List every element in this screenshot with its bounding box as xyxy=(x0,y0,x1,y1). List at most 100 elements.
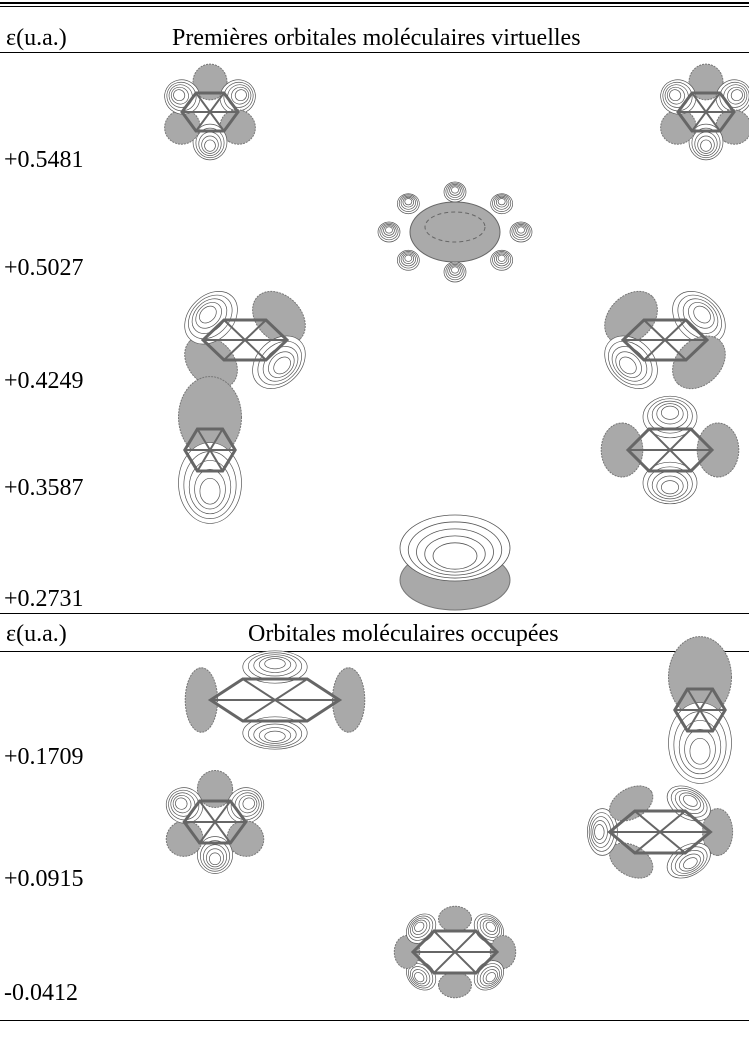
lobe-shaded xyxy=(184,335,238,390)
lobe-shaded xyxy=(165,820,204,857)
lobe-contour xyxy=(485,972,496,983)
lobe-shaded xyxy=(672,335,726,390)
energy: +0.4249 xyxy=(4,368,84,394)
spoke xyxy=(648,428,692,472)
lobe-contour xyxy=(209,852,221,866)
orbital xyxy=(660,63,749,161)
lobe-contour xyxy=(432,542,478,570)
orbital xyxy=(165,770,265,874)
header-label: ε(u.a.) xyxy=(6,25,67,51)
lobe-contour xyxy=(693,305,711,324)
lobe-contour xyxy=(669,89,682,102)
header-rule xyxy=(0,651,749,652)
lobe-contour xyxy=(451,266,459,274)
spoke xyxy=(242,678,308,722)
lobe-shaded xyxy=(226,820,265,857)
lobe-shaded xyxy=(184,667,219,733)
lobe-contour xyxy=(199,305,217,324)
lobe-shaded xyxy=(604,290,658,345)
lobe-contour xyxy=(404,198,413,206)
spoke xyxy=(196,428,224,472)
orbital xyxy=(668,636,732,784)
spoke xyxy=(433,930,477,974)
spoke xyxy=(634,810,686,854)
header-title: Orbitales moléculaires occupées xyxy=(248,621,559,647)
lobe-contour xyxy=(414,972,425,983)
lobe-shaded xyxy=(196,770,234,808)
orbital xyxy=(604,290,726,390)
lobe-shaded xyxy=(438,971,472,999)
lobe-contour xyxy=(264,730,286,742)
lobe-shaded xyxy=(715,109,749,145)
orbital xyxy=(393,905,517,999)
lobe-contour xyxy=(414,921,425,932)
bottom-rule xyxy=(0,1020,749,1021)
lobe-contour xyxy=(385,226,393,234)
lobe-shaded xyxy=(688,63,724,101)
lobe-contour xyxy=(264,658,286,670)
top-rule xyxy=(0,2,749,4)
lobe-contour xyxy=(242,797,255,810)
orbital xyxy=(178,376,242,524)
lobe-shaded xyxy=(164,109,201,145)
top-rule xyxy=(0,6,749,7)
orbital xyxy=(164,63,256,161)
orbital xyxy=(587,785,734,879)
energy: +0.0915 xyxy=(4,866,84,892)
disk xyxy=(409,201,501,263)
spoke xyxy=(195,92,225,132)
spoke xyxy=(686,688,714,732)
energy: -0.0412 xyxy=(4,980,78,1006)
spoke xyxy=(198,800,232,844)
lobe-shaded xyxy=(192,63,228,101)
lobe-contour xyxy=(689,737,711,765)
lobe-contour xyxy=(730,89,743,102)
lobe-contour xyxy=(204,139,216,152)
lobe-shaded xyxy=(331,667,366,733)
spoke xyxy=(223,319,267,361)
header-rule xyxy=(0,52,749,53)
lobe-shaded xyxy=(438,905,472,933)
header-label: ε(u.a.) xyxy=(6,621,67,647)
orbital xyxy=(399,514,511,611)
lobe-shaded xyxy=(252,290,306,345)
lobe-shaded xyxy=(668,636,732,718)
lobe-contour xyxy=(619,356,637,375)
lobe-contour xyxy=(661,405,679,420)
lobe-contour xyxy=(485,921,496,932)
orbital xyxy=(184,290,306,390)
lobe-contour xyxy=(175,797,188,810)
lobe-shaded xyxy=(660,109,697,145)
lobe-shaded xyxy=(178,376,242,458)
spoke xyxy=(643,319,687,361)
lobe-contour xyxy=(273,356,291,375)
lobe-contour xyxy=(199,477,221,505)
lobe-contour xyxy=(497,198,506,206)
lobe-contour xyxy=(661,480,679,495)
lobe-contour xyxy=(594,824,605,840)
energy: +0.5027 xyxy=(4,255,84,281)
lobe-contour xyxy=(517,226,525,234)
lobe-contour xyxy=(700,139,712,152)
section-rule xyxy=(0,613,749,614)
energy: +0.3587 xyxy=(4,475,84,501)
lobe-contour xyxy=(683,857,698,870)
lobe-contour xyxy=(497,254,506,262)
header-title: Premières orbitales moléculaires virtuel… xyxy=(172,25,581,51)
disk-contour xyxy=(424,211,486,243)
orbital xyxy=(377,181,533,283)
lobe-contour xyxy=(451,186,459,194)
orbital xyxy=(600,395,740,505)
lobe-contour xyxy=(683,794,698,807)
energy: +0.5481 xyxy=(4,147,84,173)
energy: +0.1709 xyxy=(4,744,84,770)
lobe-contour xyxy=(173,89,186,102)
orbital xyxy=(184,650,366,750)
lobe-shaded xyxy=(219,109,256,145)
energy: +0.2731 xyxy=(4,586,84,612)
lobe-contour xyxy=(234,89,247,102)
spoke xyxy=(691,92,721,132)
lobe-contour xyxy=(404,254,413,262)
